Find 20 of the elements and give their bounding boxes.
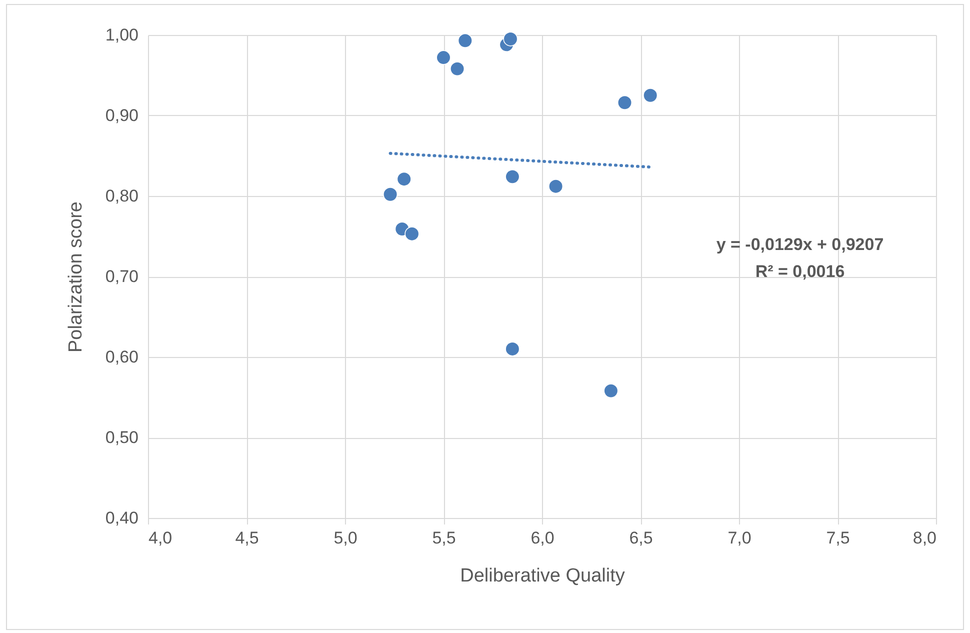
x-tick-label: 5,5	[432, 528, 456, 548]
y-tick-label: 0,70	[105, 267, 138, 286]
x-tick-label: 6,5	[629, 528, 653, 548]
x-tick-label: 7,5	[826, 528, 850, 548]
y-tick-label: 0,40	[105, 508, 138, 528]
x-tick-label: 7,0	[728, 528, 752, 548]
y-tick-label: 0,60	[105, 348, 138, 366]
x-tick-label: 6,0	[530, 528, 554, 548]
annotation: y = -0,0129x + 0,9207	[716, 235, 884, 254]
x-tick-label: 8,0	[912, 528, 936, 548]
annotation: R² = 0,0016	[755, 262, 845, 281]
x-tick-label: 4,0	[148, 528, 172, 548]
x-tick-label: 5,0	[334, 528, 358, 548]
y-tick-label: 0,90	[105, 106, 138, 125]
y-axis-title: Polarization score	[65, 201, 86, 353]
y-tick-label: 0,50	[105, 428, 138, 447]
y-tick-label: 0,80	[105, 186, 138, 206]
x-axis-title: Deliberative Quality	[460, 566, 626, 586]
y-tick-label: 1,00	[105, 26, 138, 44]
x-tick-label: 4,5	[235, 528, 259, 548]
